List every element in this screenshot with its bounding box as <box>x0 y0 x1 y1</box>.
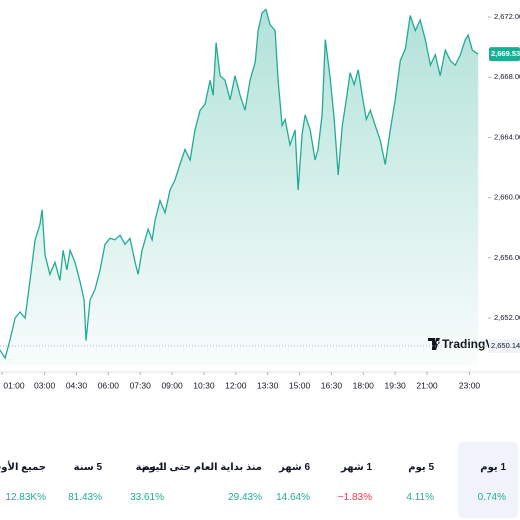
x-tick-label: 12:00 <box>225 380 247 390</box>
x-tick-label: 16:30 <box>321 380 343 390</box>
price-line <box>0 8 479 360</box>
period-change: 29.43% <box>228 492 262 503</box>
period-tab[interactable]: 1 سنة 33.61% <box>116 442 176 518</box>
x-tick-label: 18:00 <box>353 380 375 390</box>
period-tab[interactable]: منذ بداية العام حتى اليوم 29.43% <box>142 442 274 518</box>
x-tick-label: 07:30 <box>130 380 152 390</box>
y-tick-label: 2,660.000 <box>494 193 520 202</box>
period-change: 12.83K% <box>5 492 46 503</box>
period-tab[interactable]: جميع الأوقات 12.83K% <box>0 442 58 518</box>
period-label: 6 شهر <box>279 462 310 473</box>
x-tick-label: 01:00 <box>3 380 25 390</box>
x-tick-label: 21:00 <box>416 380 438 390</box>
period-label: 1 يوم <box>480 462 506 473</box>
period-change: 14.64% <box>276 492 310 503</box>
x-tick-label: 13:30 <box>257 380 279 390</box>
x-tick-label: 23:00 <box>459 380 481 390</box>
x-tick-label: 06:00 <box>98 380 120 390</box>
period-change: −1.83% <box>337 492 372 503</box>
period-label: 5 يوم <box>408 462 434 473</box>
x-tick-label: 09:00 <box>161 380 183 390</box>
period-label: جميع الأوقات <box>0 462 46 473</box>
x-tick-label: 03:00 <box>34 380 56 390</box>
last-price-tag <box>489 47 520 62</box>
watermark-logo <box>428 338 440 350</box>
y-tick-label: 2,672.000 <box>494 12 520 21</box>
x-tick-label: 19:30 <box>385 380 407 390</box>
last-price-label: 2,669.530 <box>491 49 520 58</box>
period-label: منذ بداية العام حتى اليوم <box>141 462 262 473</box>
y-tick-label: 2,652.000 <box>494 313 520 322</box>
x-tick-label: 04:30 <box>66 380 88 390</box>
period-tab[interactable]: 6 شهر 14.64% <box>262 442 322 518</box>
x-tick-label: 15:00 <box>289 380 311 390</box>
period-label: 1 سنة <box>135 462 164 473</box>
period-change: 81.43% <box>68 492 102 503</box>
chart: TradingView 01:00 03:00 04:30 06:00 07:30 09:… <box>0 8 520 390</box>
period-tab[interactable]: 5 سنة 81.43% <box>54 442 114 518</box>
period-tab[interactable]: 1 يوم 0.74% <box>458 442 518 518</box>
period-tabs: 1 يوم 0.74% 5 يوم 4.11% 1 شهر −1.83% 6 شهر 14.6… <box>0 440 520 520</box>
x-tick-label: 10:30 <box>193 380 215 390</box>
period-change: 33.61% <box>130 492 164 503</box>
baseline-tag <box>489 338 520 353</box>
y-tick-label: 2,668.000 <box>494 72 520 81</box>
baseline-label: 2,650.145 <box>491 341 520 350</box>
period-tab[interactable]: 1 شهر −1.83% <box>324 442 384 518</box>
period-label: 5 سنة <box>73 462 102 473</box>
y-tick-label: 2,656.000 <box>494 253 520 262</box>
area-fill <box>0 9 479 365</box>
period-label: 1 شهر <box>341 462 372 473</box>
y-tick-label: 2,664.000 <box>494 132 520 141</box>
period-change: 4.11% <box>406 492 434 503</box>
period-tab[interactable]: 5 يوم 4.11% <box>386 442 446 518</box>
period-change: 0.74% <box>477 492 506 503</box>
